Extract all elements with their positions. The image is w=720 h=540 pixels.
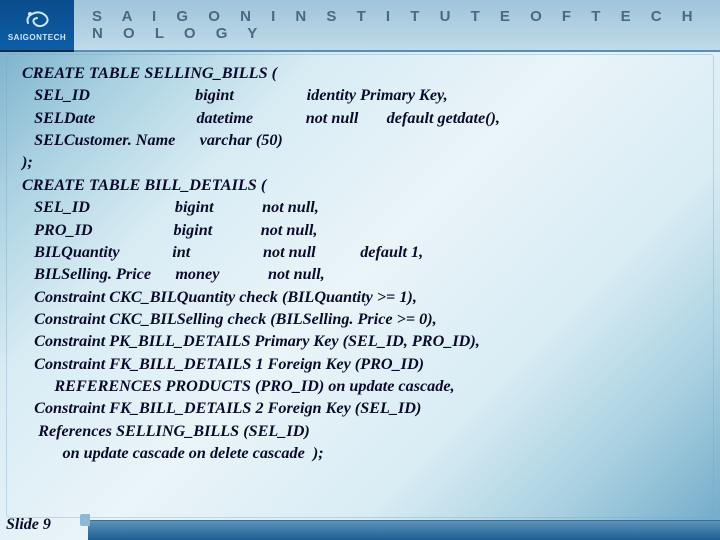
code-line: SELDate datetime not null default getdat… [22,107,702,129]
sql-code-block: CREATE TABLE SELLING_BILLS ( SEL_ID bigi… [22,62,702,502]
footer-bar [88,520,720,540]
code-line: Constraint FK_BILL_DETAILS 1 Foreign Key… [22,353,702,375]
code-line: BILSelling. Price money not null, [22,263,702,285]
code-line: BILQuantity int not null default 1, [22,241,702,263]
slide-number: Slide 9 [0,516,88,540]
code-line: References SELLING_BILLS (SEL_ID) [22,420,702,442]
code-line: CREATE TABLE BILL_DETAILS ( [22,174,702,196]
code-line: Constraint FK_BILL_DETAILS 2 Foreign Key… [22,397,702,419]
slide-header: SAIGONTECH S A I G O N I N S T I T U T E… [0,0,720,52]
code-line: on update cascade on delete cascade ); [22,442,702,464]
code-line: SELCustomer. Name varchar (50) [22,129,702,151]
code-line: Constraint CKC_BILQuantity check (BILQua… [22,286,702,308]
code-line: Constraint CKC_BILSelling check (BILSell… [22,308,702,330]
logo-block: SAIGONTECH [0,0,74,52]
code-line: SEL_ID bigint not null, [22,196,702,218]
slide-footer: Slide 9 [0,510,720,540]
logo-swirl-icon [24,9,50,31]
code-line: Constraint PK_BILL_DETAILS Primary Key (… [22,330,702,352]
logo-text: SAIGONTECH [8,33,66,42]
code-line: PRO_ID bigint not null, [22,219,702,241]
slide-container: SAIGONTECH S A I G O N I N S T I T U T E… [0,0,720,540]
code-line: CREATE TABLE SELLING_BILLS ( [22,62,702,84]
institution-title: S A I G O N I N S T I T U T E O F T E C … [74,0,720,52]
code-line: SEL_ID bigint identity Primary Key, [22,84,702,106]
code-line: REFERENCES PRODUCTS (PRO_ID) on update c… [22,375,702,397]
footer-accent [80,514,90,526]
code-line: ); [22,151,702,173]
